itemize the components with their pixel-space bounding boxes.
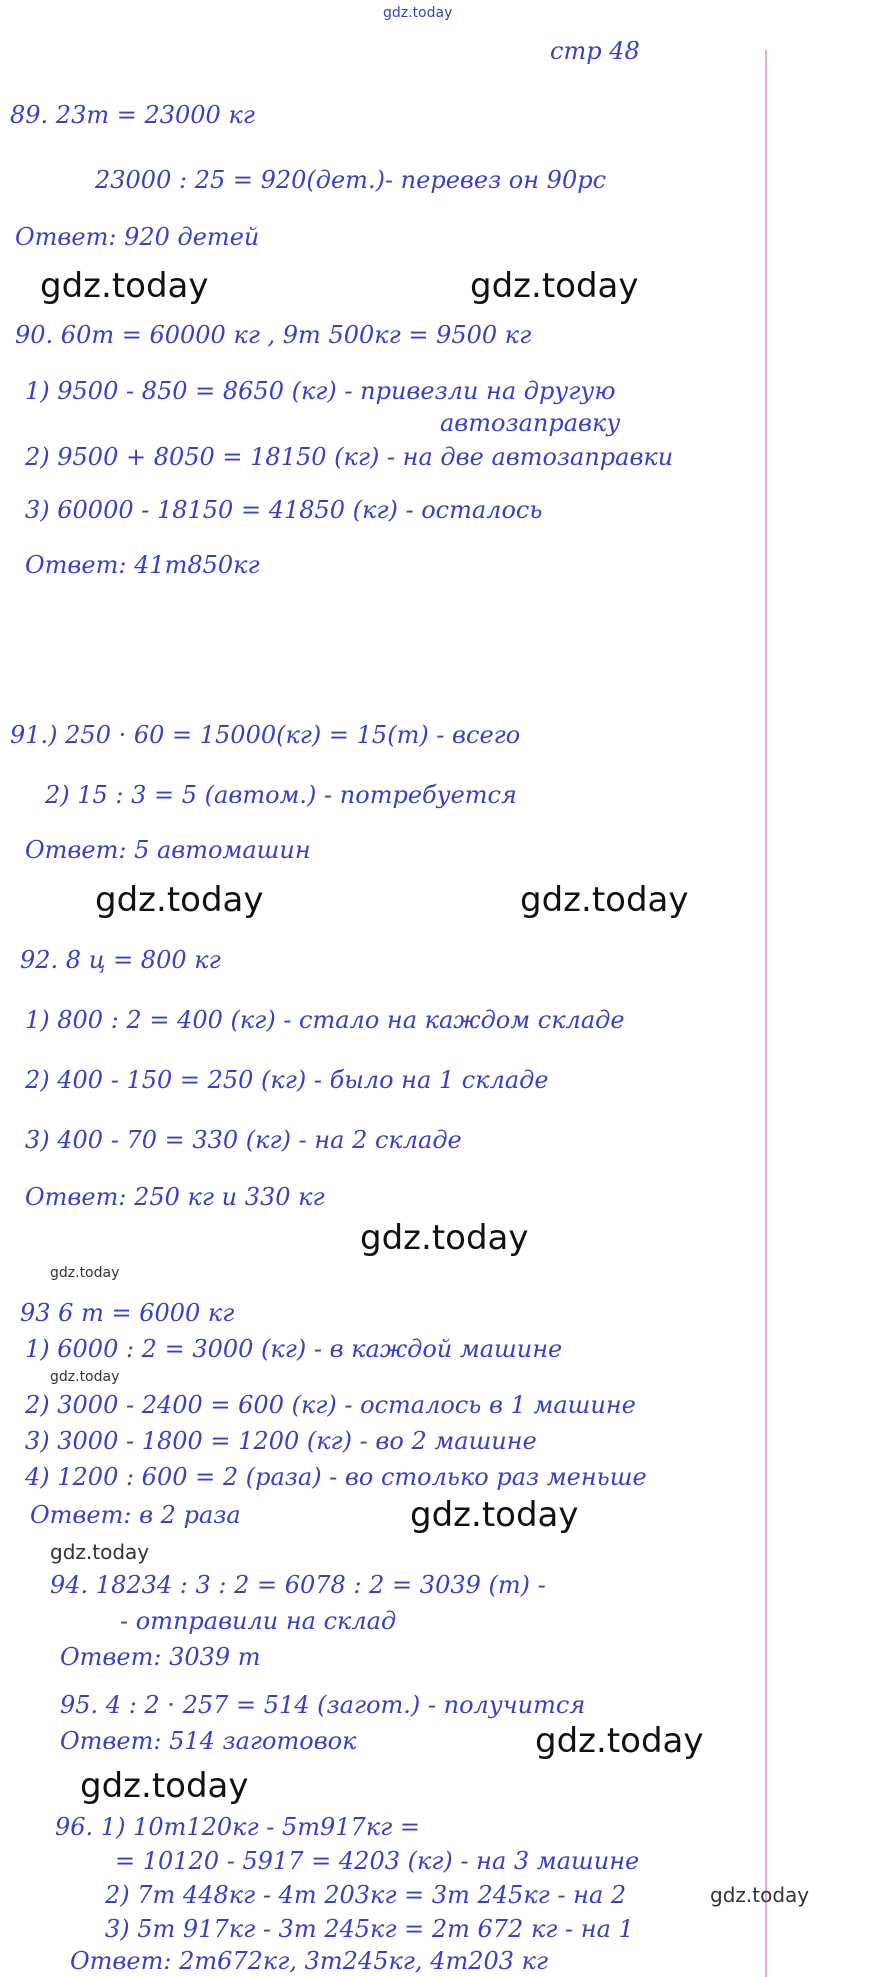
page-number: стр 48 [550,37,640,65]
p89-line: 89. 23т = 23000 кг [10,101,255,129]
p95-line: 95. 4 : 2 · 257 = 514 (загот.) - получит… [60,1691,586,1719]
p93-line: 1) 6000 : 2 = 3000 (кг) - в каждой машин… [25,1335,563,1363]
p89-line: 23000 : 25 = 920(дет.)- перевез он 90рс [95,166,607,194]
watermark: gdz.today [360,1218,529,1258]
p90-line: 3) 60000 - 18150 = 41850 (кг) - осталось [25,496,543,524]
p93-answer: Ответ: в 2 раза [30,1501,241,1529]
watermark: gdz.today [50,1265,120,1281]
p96-answer: Ответ: 2т672кг, 3т245кг, 4т203 кг [70,1947,549,1975]
p90-line: автозаправку [440,409,621,437]
p91-answer: Ответ: 5 автомашин [25,836,311,864]
watermark: gdz.today [710,1883,810,1907]
p93-line: 93 6 т = 6000 кг [20,1299,235,1327]
p96-line: 2) 7т 448кг - 4т 203кг = 3т 245кг - на 2 [105,1881,627,1909]
p90-line: 1) 9500 - 850 = 8650 (кг) - привезли на … [25,377,616,405]
watermark: gdz.today [410,1495,579,1535]
watermark: gdz.today [520,880,689,920]
p96-line: 96. 1) 10т120кг - 5т917кг = [55,1813,421,1841]
p95-answer: Ответ: 514 заготовок [60,1727,357,1755]
watermark-top: gdz.today [383,5,453,21]
p92-line: 2) 400 - 150 = 250 (кг) - было на 1 скла… [25,1066,549,1094]
p92-answer: Ответ: 250 кг и 330 кг [25,1183,325,1211]
p93-line: 4) 1200 : 600 = 2 (раза) - во столько ра… [25,1463,647,1491]
p90-line: 90. 60т = 60000 кг , 9т 500кг = 9500 кг [15,321,532,349]
watermark: gdz.today [470,266,639,306]
watermark: gdz.today [50,1369,120,1385]
p93-line: 3) 3000 - 1800 = 1200 (кг) - во 2 машине [25,1427,537,1455]
watermark: gdz.today [95,880,264,920]
p93-line: 2) 3000 - 2400 = 600 (кг) - осталось в 1… [25,1391,636,1419]
watermark: gdz.today [50,1540,150,1564]
p89-answer: Ответ: 920 детей [15,223,260,251]
p92-line: 1) 800 : 2 = 400 (кг) - стало на каждом … [25,1006,625,1034]
p92-line: 3) 400 - 70 = 330 (кг) - на 2 складе [25,1126,462,1154]
watermark: gdz.today [535,1721,704,1761]
p96-line: = 10120 - 5917 = 4203 (кг) - на 3 машине [115,1847,640,1875]
p90-answer: Ответ: 41т850кг [25,551,260,579]
p94-answer: Ответ: 3039 т [60,1643,261,1671]
p91-line: 2) 15 : 3 = 5 (автом.) - потребуется [45,781,517,809]
p96-line: 3) 5т 917кг - 3т 245кг = 2т 672 кг - на … [105,1915,634,1943]
p91-line: 91.) 250 · 60 = 15000(кг) = 15(т) - всег… [10,721,521,749]
p92-line: 92. 8 ц = 800 кг [20,946,221,974]
watermark: gdz.today [80,1766,249,1806]
watermark: gdz.today [40,266,209,306]
p94-line: 94. 18234 : 3 : 2 = 6078 : 2 = 3039 (т) … [50,1571,546,1599]
margin-line [765,50,767,1977]
p94-line: - отправили на склад [120,1607,397,1635]
p90-line: 2) 9500 + 8050 = 18150 (кг) - на две авт… [25,443,674,471]
